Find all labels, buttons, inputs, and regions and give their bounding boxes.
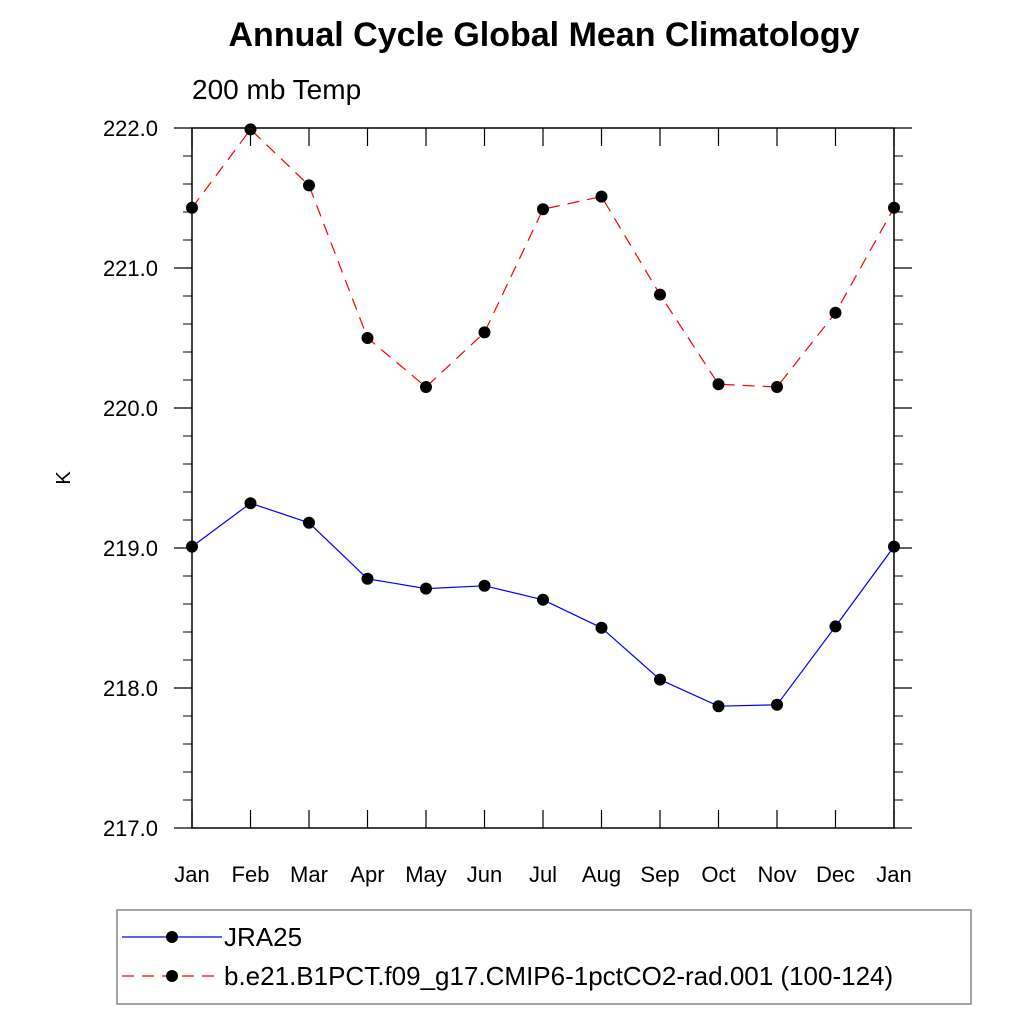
axis-ticks <box>174 127 912 829</box>
y-tick-label: 218.0 <box>103 676 158 701</box>
x-tick-label: Aug <box>582 862 621 887</box>
x-tick-label: Jan <box>174 862 209 887</box>
data-point <box>595 190 608 203</box>
legend-swatch-marker <box>166 970 178 982</box>
series-2 <box>186 123 900 393</box>
data-point <box>186 201 198 214</box>
data-point <box>537 203 549 216</box>
series-layer <box>186 123 900 713</box>
data-point <box>361 572 374 585</box>
data-point <box>829 306 842 319</box>
data-point <box>244 123 257 136</box>
data-point <box>888 201 900 214</box>
data-point <box>537 593 549 606</box>
y-tick-label: 222.0 <box>103 116 158 141</box>
y-tick-labels: 217.0 218.0 219.0 220.0 221.0 222.0 <box>103 116 158 841</box>
data-point <box>654 673 666 686</box>
data-point <box>244 497 257 510</box>
legend-item-1: JRA25 <box>122 922 302 952</box>
data-point <box>420 582 432 595</box>
data-point <box>712 700 725 713</box>
data-point <box>303 179 315 192</box>
legend: JRA25 b.e21.B1PCT.f09_g17.CMIP6-1pctCO2-r… <box>122 922 893 991</box>
x-tick-label: Oct <box>701 862 735 887</box>
chart-title: Annual Cycle Global Mean Climatology <box>229 16 860 54</box>
legend-label: b.e21.B1PCT.f09_g17.CMIP6-1pctCO2-rad.00… <box>224 961 893 991</box>
x-tick-label: Feb <box>232 862 270 887</box>
x-tick-label: Mar <box>290 862 328 887</box>
x-tick-label: Sep <box>640 862 679 887</box>
y-tick-label: 220.0 <box>103 396 158 421</box>
chart-subtitle: 200 mb Temp <box>192 74 361 105</box>
data-point <box>712 378 725 391</box>
data-point <box>186 540 198 553</box>
data-point <box>654 288 666 301</box>
x-tick-label: Jan <box>876 862 911 887</box>
series-1 <box>186 497 900 713</box>
x-tick-label: Apr <box>350 862 384 887</box>
x-tick-label: Dec <box>816 862 855 887</box>
data-point <box>478 579 491 592</box>
data-point <box>771 698 783 711</box>
y-tick-label: 217.0 <box>103 816 158 841</box>
x-tick-label: Jul <box>529 862 557 887</box>
data-point <box>771 381 783 393</box>
data-point <box>595 621 608 634</box>
series-line <box>191 128 895 388</box>
legend-label: JRA25 <box>224 922 302 952</box>
x-tick-label: Jun <box>467 862 502 887</box>
data-point <box>361 332 374 344</box>
x-tick-label: Nov <box>757 862 796 887</box>
data-point <box>829 620 842 633</box>
legend-box <box>116 909 972 1005</box>
legend-swatch-marker <box>166 931 178 943</box>
x-tick-labels: Jan Feb Mar Apr May Jun Jul Aug Sep Oct Nov Dec Jan <box>174 862 911 887</box>
data-point <box>888 540 900 553</box>
data-point <box>420 381 432 393</box>
plot-frame <box>191 127 895 829</box>
y-tick-label: 221.0 <box>103 256 158 281</box>
legend-item-2: b.e21.B1PCT.f09_g17.CMIP6-1pctCO2-rad.00… <box>122 961 893 991</box>
data-point <box>478 326 491 339</box>
data-point <box>303 516 315 529</box>
y-tick-label: 219.0 <box>103 536 158 561</box>
x-tick-label: May <box>405 862 447 887</box>
y-axis-label: K <box>53 471 75 485</box>
